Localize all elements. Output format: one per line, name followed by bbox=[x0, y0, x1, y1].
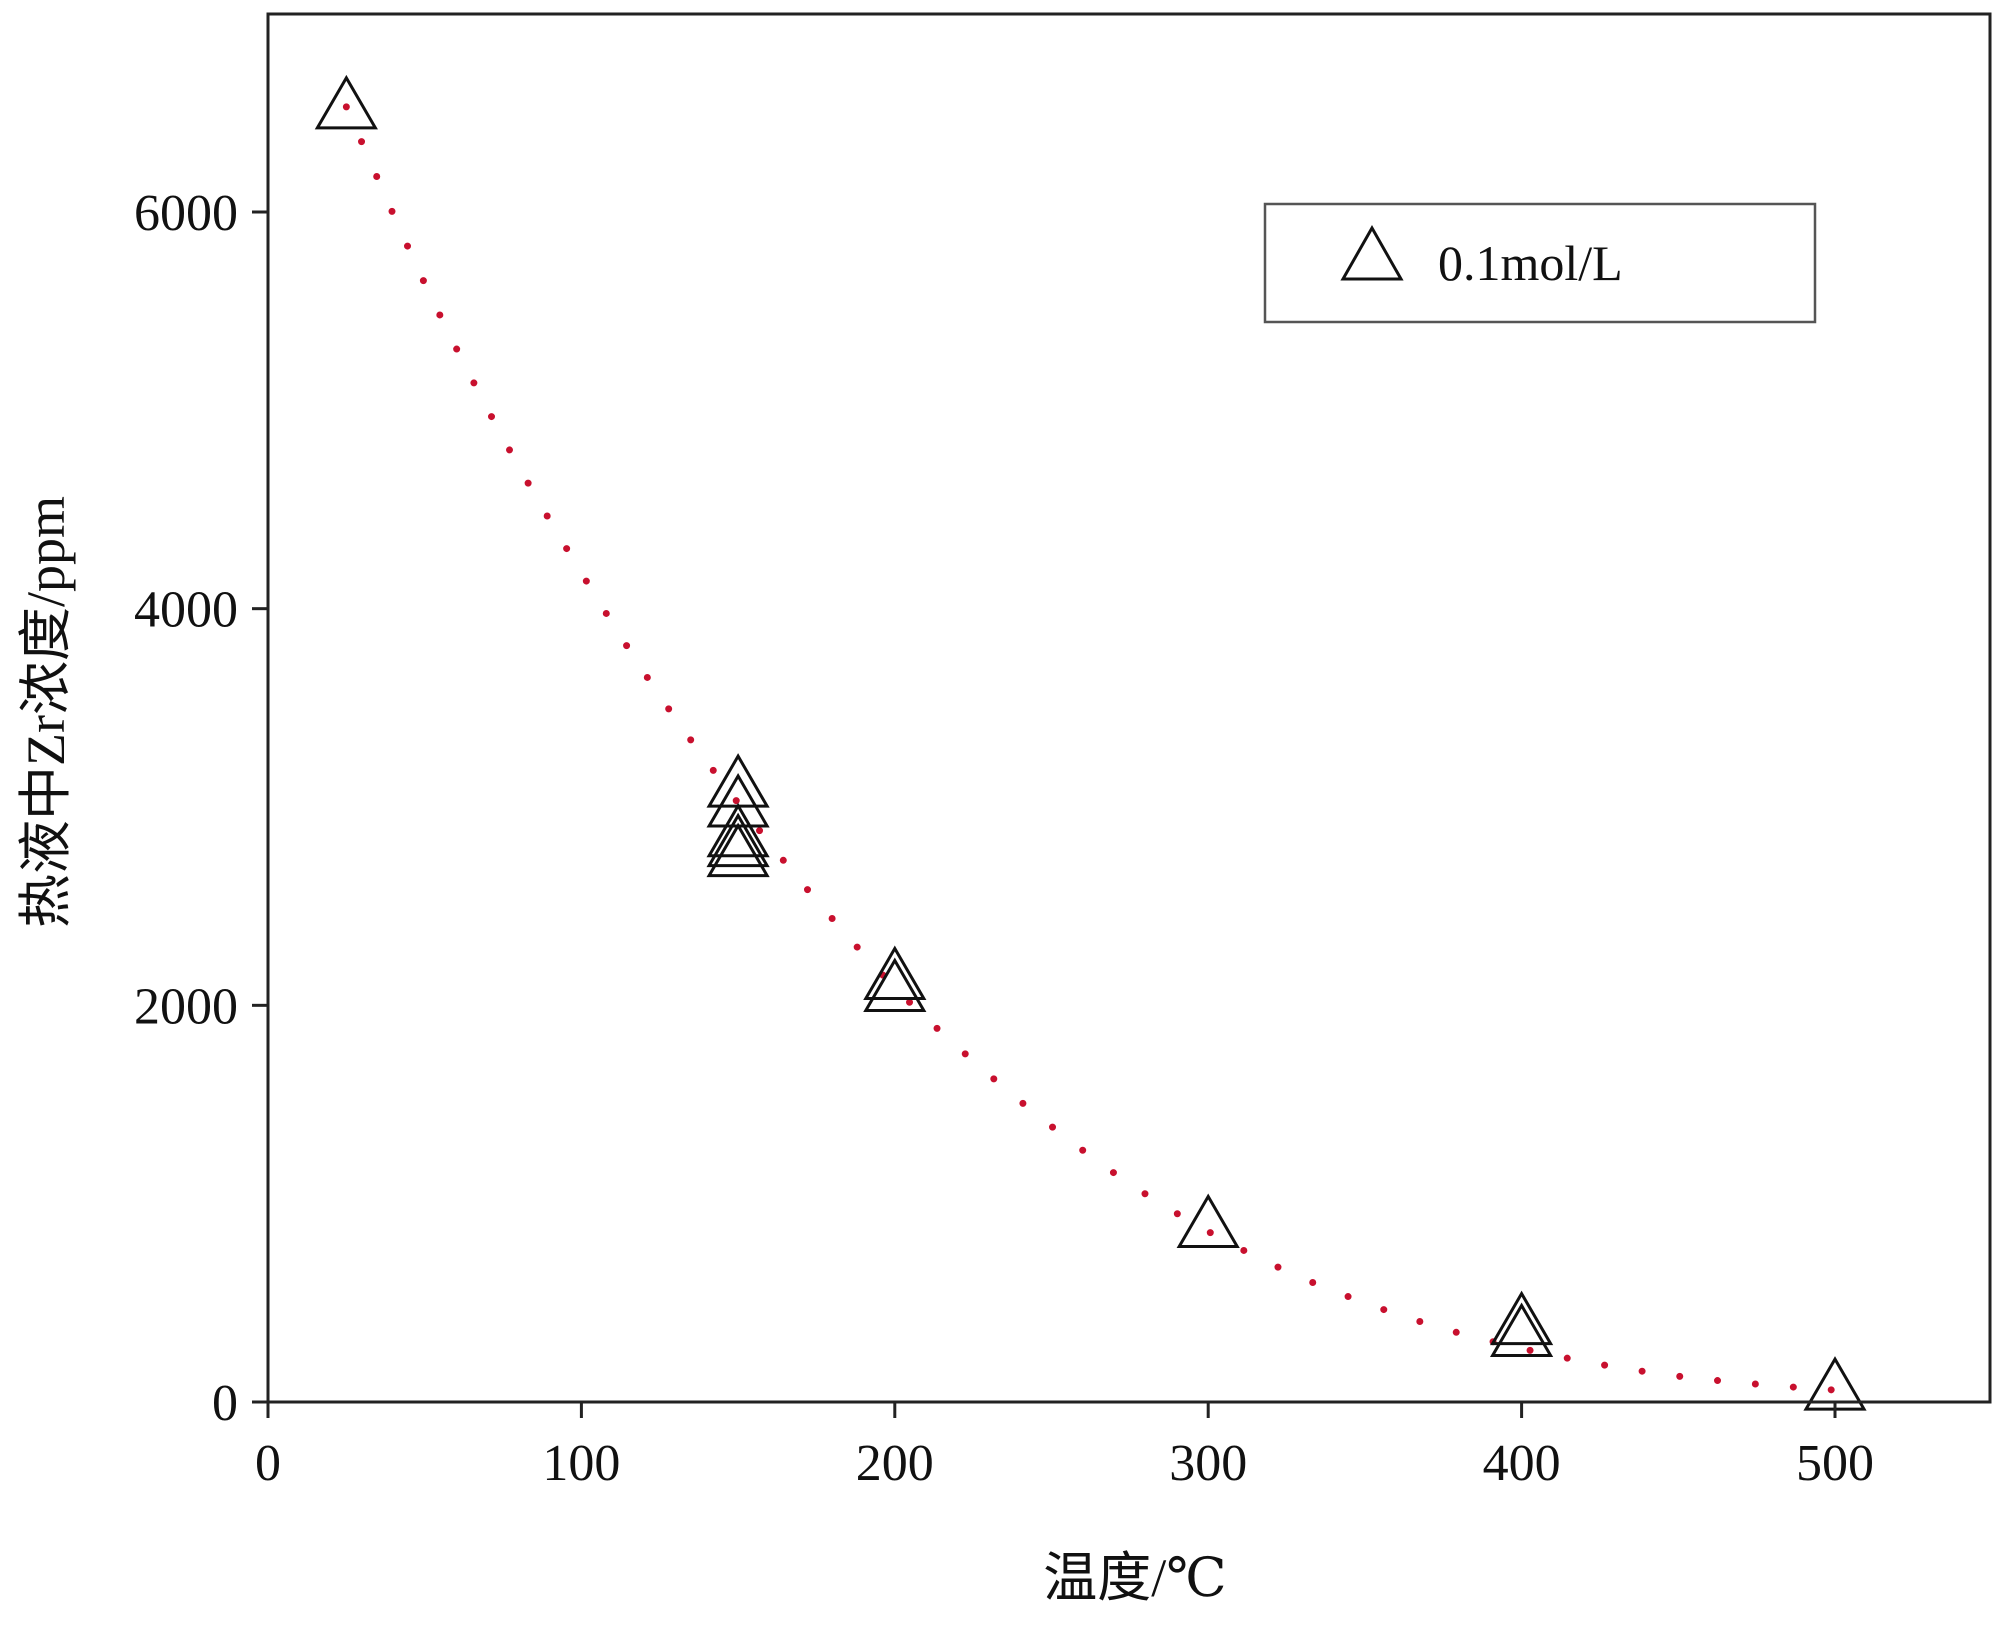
data-point-9 bbox=[1489, 1290, 1554, 1346]
y-axis-title: 热液中Zr浓度/ppm bbox=[16, 496, 76, 928]
y-tick-label-2000: 2000 bbox=[134, 978, 238, 1035]
y-axis: 0 2000 4000 6000 bbox=[134, 14, 270, 1432]
y-tick-label-4000: 4000 bbox=[134, 582, 238, 639]
x-tick-label-400: 400 bbox=[1483, 1435, 1561, 1492]
data-point-10 bbox=[1489, 1302, 1554, 1358]
data-point-3 bbox=[706, 802, 770, 858]
data-point-6 bbox=[863, 945, 927, 1001]
legend: 0.1mol/L bbox=[1263, 202, 1817, 324]
data-point-0 bbox=[314, 74, 378, 130]
y-tick-label-6000: 6000 bbox=[134, 185, 238, 242]
legend-box bbox=[1263, 202, 1817, 324]
data-point-7 bbox=[863, 957, 927, 1012]
x-tick-label-0: 0 bbox=[255, 1435, 281, 1492]
data-point-8 bbox=[1176, 1193, 1240, 1248]
data-point-5 bbox=[706, 822, 770, 878]
x-axis-title: 温度/℃ bbox=[1043, 1548, 1226, 1608]
x-tick-label-100: 100 bbox=[542, 1435, 620, 1492]
x-tick-label-200: 200 bbox=[856, 1435, 934, 1492]
legend-triangle-marker bbox=[1340, 224, 1404, 281]
legend-label: 0.1mol/L bbox=[1438, 235, 1623, 291]
y-tick-label-0: 0 bbox=[212, 1375, 238, 1432]
x-tick-label-500: 500 bbox=[1796, 1435, 1874, 1492]
x-axis: 0 100 200 300 400 500 bbox=[255, 1400, 1990, 1492]
data-point-4 bbox=[706, 812, 770, 868]
x-tick-label-300: 300 bbox=[1169, 1435, 1247, 1492]
